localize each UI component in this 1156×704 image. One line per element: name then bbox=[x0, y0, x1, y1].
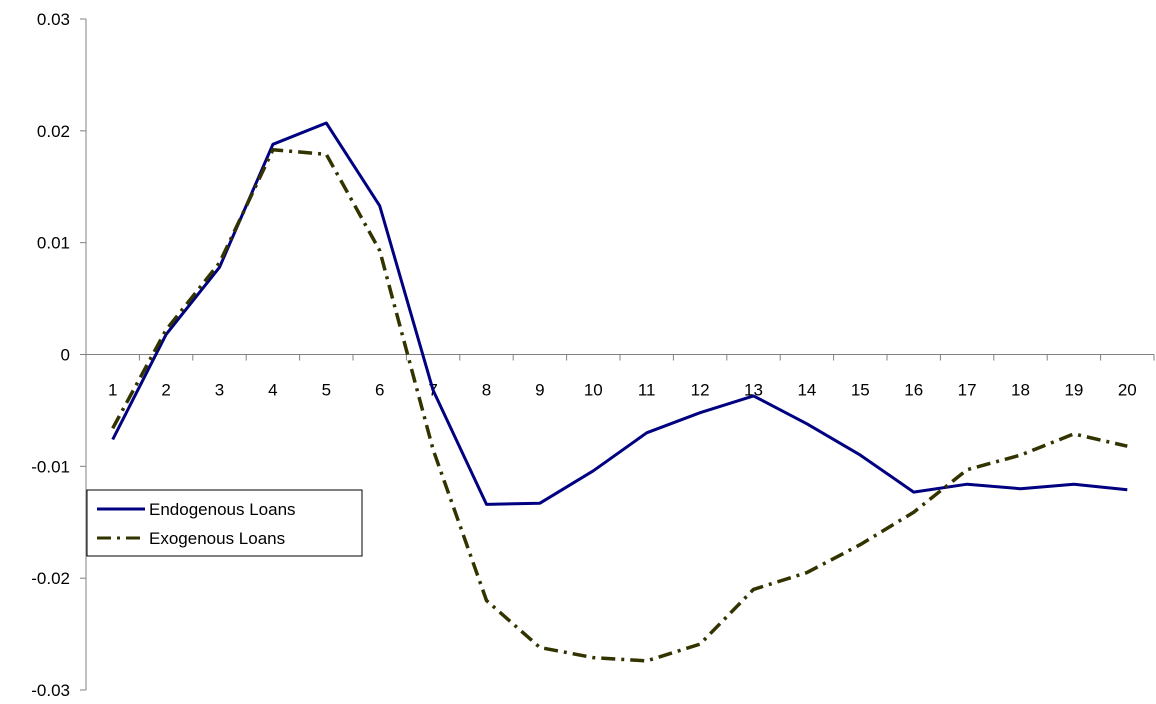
x-tick-label: 19 bbox=[1064, 381, 1083, 400]
y-tick-label: -0.03 bbox=[31, 681, 70, 700]
x-tick-label: 6 bbox=[375, 381, 384, 400]
x-tick-label: 9 bbox=[535, 381, 544, 400]
y-tick-label: 0.03 bbox=[37, 10, 70, 29]
x-tick-label: 13 bbox=[744, 381, 763, 400]
x-tick-label: 5 bbox=[322, 381, 331, 400]
legend-label-1: Endogenous Loans bbox=[149, 500, 296, 519]
y-tick-label: -0.02 bbox=[31, 569, 70, 588]
x-tick-label: 4 bbox=[268, 381, 277, 400]
y-tick-label: 0.01 bbox=[37, 234, 70, 253]
x-tick-label: 11 bbox=[638, 381, 656, 400]
x-tick-label: 20 bbox=[1118, 381, 1137, 400]
legend-box bbox=[86, 489, 363, 557]
x-tick-label: 1 bbox=[108, 381, 117, 400]
series-layer bbox=[111, 121, 1128, 663]
x-tick-label: 10 bbox=[584, 381, 603, 400]
x-tick-label: 8 bbox=[482, 381, 491, 400]
x-tick-label: 15 bbox=[851, 381, 870, 400]
y-tick-label: 0 bbox=[61, 346, 70, 365]
y-tick-label: -0.01 bbox=[31, 457, 70, 476]
x-tick-label: 17 bbox=[958, 381, 977, 400]
x-tick-label: 18 bbox=[1011, 381, 1030, 400]
y-tick-label: 0.02 bbox=[37, 122, 70, 141]
legend-label-2: Exogenous Loans bbox=[149, 529, 285, 548]
series-line-2 bbox=[111, 148, 1128, 663]
legend: Endogenous Loans Exogenous Loans bbox=[86, 489, 363, 557]
x-tick-label: 12 bbox=[691, 381, 710, 400]
x-tick-label: 3 bbox=[215, 381, 224, 400]
x-tick-label: 14 bbox=[797, 381, 816, 400]
series-line-1 bbox=[111, 121, 1128, 506]
x-tick-label: 16 bbox=[904, 381, 923, 400]
x-tick-label: 2 bbox=[161, 381, 170, 400]
